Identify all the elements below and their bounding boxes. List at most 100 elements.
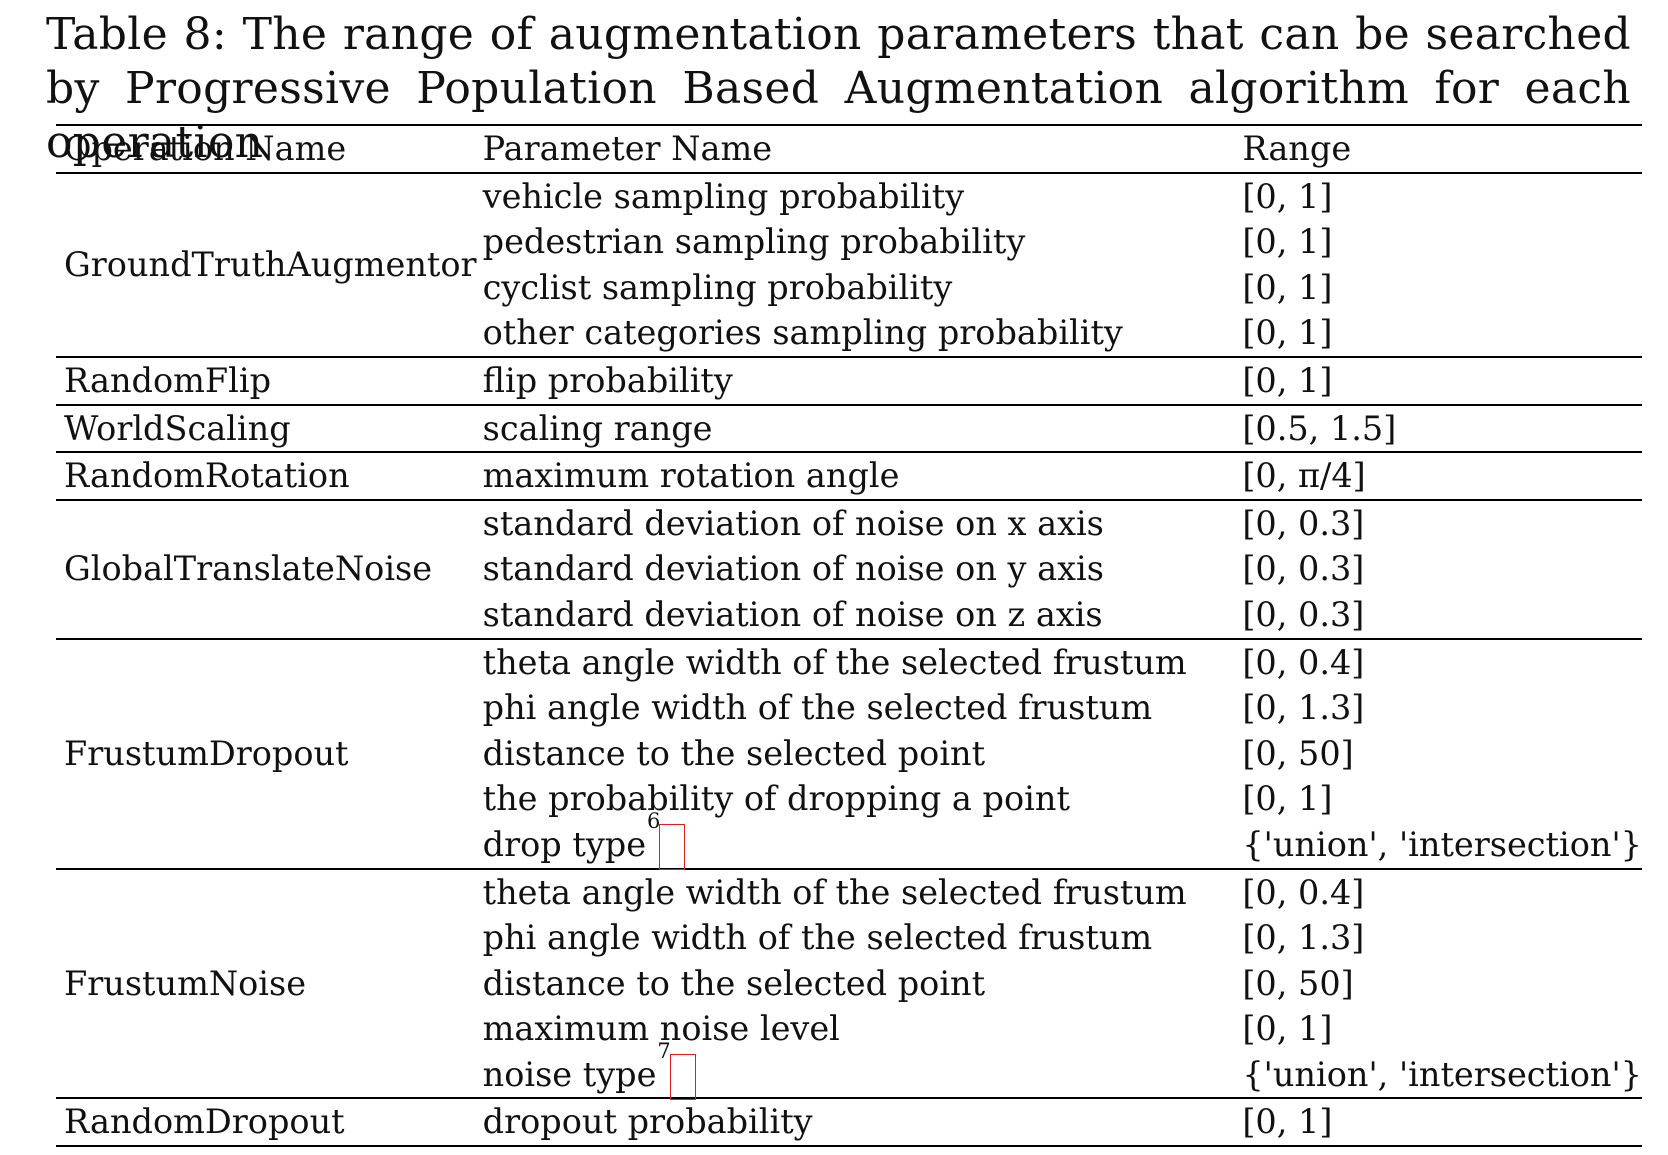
range-cell: {'union', 'intersection'} — [1242, 824, 1642, 864]
operation-name-cell: RandomDropout — [64, 1102, 345, 1142]
parameter-name-text: phi angle width of the selected frustum — [482, 918, 1153, 958]
parameter-name-text: drop type — [482, 824, 647, 864]
parameter-name-text: phi angle width of the selected frustum — [482, 688, 1153, 728]
header-parameter-name: Parameter Name — [482, 129, 773, 168]
parameter-name-cell: the probability of dropping a point — [483, 776, 1243, 822]
range-cell: [0, 1] — [1242, 267, 1333, 307]
parameter-name: scaling range — [483, 406, 713, 452]
parameter-name-cell: standard deviation of noise on x axis — [483, 500, 1243, 547]
table-row: the probability of dropping a point [0, 1… — [56, 776, 1642, 822]
parameter-name: noise type7 — [482, 1040, 696, 1100]
operation-group: GroundTruthAugmentor vehicle sampling pro… — [56, 173, 1642, 357]
operation-name-cell: FrustumNoise — [64, 963, 307, 1003]
operation-name-cell: RandomRotation — [64, 456, 350, 496]
range-cell: [0, 1] — [1242, 1009, 1333, 1049]
range-cell: [0, 1] — [1242, 779, 1333, 819]
table-row: distance to the selected point [0, 50] — [56, 961, 1642, 1007]
parameter-name-cell: scaling range — [483, 405, 1243, 453]
parameter-name-text: dropout probability — [482, 1102, 813, 1142]
table-row: RandomRotation maximum rotation angle [0, … — [56, 452, 1642, 500]
parameter-name-text: standard deviation of noise on z axis — [482, 594, 1103, 634]
table-row: RandomDropout dropout probability [0, 1] — [56, 1098, 1642, 1146]
parameter-name: distance to the selected point — [483, 731, 985, 777]
range-cell: [0, 0.3] — [1242, 594, 1365, 634]
range-cell: [0, 1] — [1242, 1102, 1333, 1142]
parameter-name: other categories sampling probability — [483, 310, 1123, 356]
operation-group: FrustumDropout theta angle width of the s… — [56, 639, 1642, 870]
table-row: GlobalTranslateNoise standard deviation o… — [56, 500, 1642, 589]
parameter-name-text: theta angle width of the selected frustu… — [482, 642, 1187, 682]
parameter-name-cell: pedestrian sampling probability — [483, 219, 1243, 265]
range-cell: [0, 1] — [1242, 360, 1333, 400]
parameter-name-cell: other categories sampling probability — [483, 310, 1243, 357]
parameter-name-cell: maximum rotation angle — [483, 452, 1243, 500]
parameter-name: maximum rotation angle — [483, 453, 900, 499]
range-cell: [0.5, 1.5] — [1242, 408, 1397, 448]
parameter-name-text: flip probability — [482, 360, 733, 400]
table-row: FrustumDropout theta angle width of the s… — [56, 639, 1642, 773]
footnote-link[interactable]: 7 — [657, 1038, 671, 1063]
range-cell: [0, π/4] — [1242, 456, 1366, 496]
range-cell: {'union', 'intersection'} — [1242, 1054, 1642, 1094]
parameter-name-cell: cyclist sampling probability — [483, 265, 1243, 311]
parameter-name: theta angle width of the selected frustu… — [483, 640, 1187, 686]
range-cell: [0, 1] — [1242, 176, 1333, 216]
parameter-name-cell: phi angle width of the selected frustum — [483, 685, 1243, 731]
operation-group: RandomRotation maximum rotation angle [0, … — [56, 452, 1642, 500]
range-cell: [0, 1.3] — [1242, 688, 1365, 728]
parameter-name: dropout probability — [483, 1099, 813, 1145]
parameter-name-cell: theta angle width of the selected frustu… — [483, 869, 1243, 916]
parameter-name-cell: noise type7 — [482, 1040, 1243, 1100]
header-row: Operation Name Parameter Name Range — [56, 125, 1642, 173]
parameter-name-cell: standard deviation of noise on y axis — [483, 546, 1243, 592]
parameter-name: theta angle width of the selected frustu… — [483, 870, 1187, 916]
parameter-name: standard deviation of noise on y axis — [483, 546, 1104, 592]
parameter-name-text: distance to the selected point — [482, 733, 986, 773]
parameter-name-cell: theta angle width of the selected frustu… — [483, 639, 1243, 686]
operation-name-cell: RandomFlip — [64, 360, 272, 400]
parameter-name-cell: phi angle width of the selected frustum — [483, 915, 1243, 961]
operation-group: RandomFlip flip probability [0, 1] — [56, 357, 1642, 405]
table-row: standard deviation of noise on y axis [0,… — [56, 546, 1642, 592]
footnote-link-highlight[interactable] — [659, 823, 686, 870]
parameter-name-text: noise type — [482, 1054, 657, 1094]
range-cell: [0, 50] — [1242, 963, 1354, 1003]
operation-group: FrustumNoise theta angle width of the sel… — [56, 869, 1642, 1100]
footnote-link-highlight[interactable] — [669, 1053, 696, 1100]
parameter-name-cell: maximum noise level — [483, 1006, 1243, 1052]
table-row: phi angle width of the selected frustum [… — [56, 685, 1642, 731]
parameter-name-text: standard deviation of noise on x axis — [482, 503, 1104, 543]
table-caption: Table 8: The range of augmentation param… — [46, 9, 1631, 168]
parameter-name-text: distance to the selected point — [482, 963, 986, 1003]
footnote-link[interactable]: 6 — [647, 808, 661, 833]
table-row: phi angle width of the selected frustum [… — [56, 915, 1642, 961]
header-range: Range — [1242, 129, 1352, 168]
operation-group: WorldScaling scaling range [0.5, 1.5] — [56, 405, 1642, 453]
table-row: other categories sampling probability [0,… — [56, 310, 1642, 357]
parameter-name-cell: flip probability — [483, 357, 1243, 405]
parameter-name-text: pedestrian sampling probability — [482, 222, 1026, 262]
parameter-name-text: standard deviation of noise on y axis — [482, 549, 1104, 589]
parameter-name-text: cyclist sampling probability — [482, 267, 953, 307]
table-header: Operation Name Parameter Name Range — [56, 125, 1642, 173]
table-row: cyclist sampling probability [0, 1] — [56, 265, 1642, 311]
parameter-name-text: scaling range — [482, 408, 713, 448]
parameter-name-text: other categories sampling probability — [482, 313, 1123, 353]
table-row: FrustumNoise theta angle width of the sel… — [56, 869, 1642, 1003]
parameter-name: standard deviation of noise on x axis — [483, 501, 1104, 547]
table-row: standard deviation of noise on z axis [0,… — [56, 592, 1642, 639]
operation-name-cell: WorldScaling — [64, 408, 291, 448]
parameter-name: distance to the selected point — [483, 961, 985, 1007]
parameter-name-cell: standard deviation of noise on z axis — [483, 592, 1243, 639]
parameter-name-text: the probability of dropping a point — [482, 779, 1070, 819]
parameter-name: drop type6 — [482, 810, 686, 870]
parameter-name: phi angle width of the selected frustum — [483, 685, 1153, 731]
parameter-name: standard deviation of noise on z axis — [483, 592, 1103, 638]
table-row: drop type6 {'union', 'intersection'} — [56, 810, 1642, 870]
parameter-name: vehicle sampling probability — [483, 174, 964, 220]
range-cell: [0, 0.3] — [1242, 549, 1365, 589]
parameter-name-text: theta angle width of the selected frustu… — [482, 872, 1187, 912]
range-cell: [0, 1.3] — [1242, 918, 1365, 958]
parameter-name: maximum noise level — [483, 1006, 840, 1052]
table-row: pedestrian sampling probability [0, 1] — [56, 219, 1642, 265]
